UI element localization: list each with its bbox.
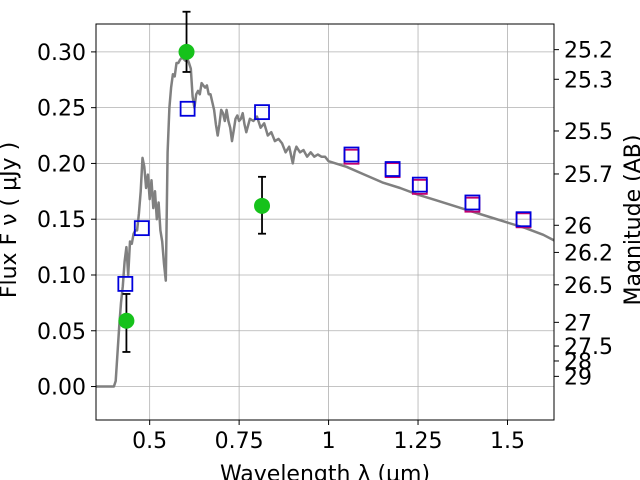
axes: 0.5 0.75 1 1.25 1.5 0.00 0.05 0.10 0.15 0.20 0.25 0… [37, 23, 613, 454]
y-tick-label: 0.15 [37, 208, 86, 233]
x-tick-label: 0.5 [132, 429, 167, 454]
blue-square-marker [254, 104, 270, 121]
plot-frame [95, 23, 555, 421]
mag-tick-label: 26.2 [564, 241, 613, 266]
series [96, 10, 555, 388]
mag-tick-label: 29 [564, 365, 592, 390]
x-tick-label: 1 [322, 429, 336, 454]
x-axis-label: Wavelength λ (μm) [220, 462, 430, 480]
model-spectrum-line [96, 56, 555, 388]
mag-tick-label: 25.3 [564, 68, 613, 93]
green-data-point [254, 197, 271, 214]
blue-square-marker [117, 276, 134, 292]
y-tick-label: 0.10 [37, 264, 86, 289]
mag-tick-label: 27 [564, 311, 592, 336]
green-data-point [178, 43, 195, 60]
mag-tick-label: 28 [564, 350, 592, 375]
x-tick-label: 0.75 [215, 429, 264, 454]
mag-tick-label: 25.2 [564, 39, 613, 64]
x-tick-label: 1.5 [490, 429, 525, 454]
y-tick-label: 0.20 [37, 152, 86, 177]
mag-tick-label: 26.5 [564, 274, 613, 299]
blue-square-marker [343, 146, 360, 163]
green-data-point [118, 312, 135, 329]
y-axis-label: Flux F ν ( μJy ) [0, 142, 22, 298]
mag-tick-label: 27.5 [564, 335, 613, 360]
grid [96, 24, 554, 420]
y-tick-label: 0.05 [37, 320, 86, 345]
x-tick-label: 1.25 [394, 429, 443, 454]
magenta-square-marker [384, 162, 401, 179]
y-tick-label: 0.00 [37, 376, 86, 401]
blue-square-marker [515, 211, 532, 228]
y-tick-label: 0.30 [37, 41, 86, 66]
mag-tick-label: 25.5 [564, 120, 613, 145]
blue-square-marker [464, 194, 481, 211]
mag-tick-label: 26 [564, 214, 592, 239]
mag-tick-label: 25.7 [564, 163, 613, 188]
y-tick-label: 0.25 [37, 97, 86, 122]
blue-square-marker [384, 161, 401, 177]
blue-square-marker [411, 176, 428, 193]
blue-square-marker [179, 100, 196, 117]
blue-square-marker [133, 220, 150, 237]
y-right-axis-label: Magnitude (AB) [621, 135, 640, 306]
